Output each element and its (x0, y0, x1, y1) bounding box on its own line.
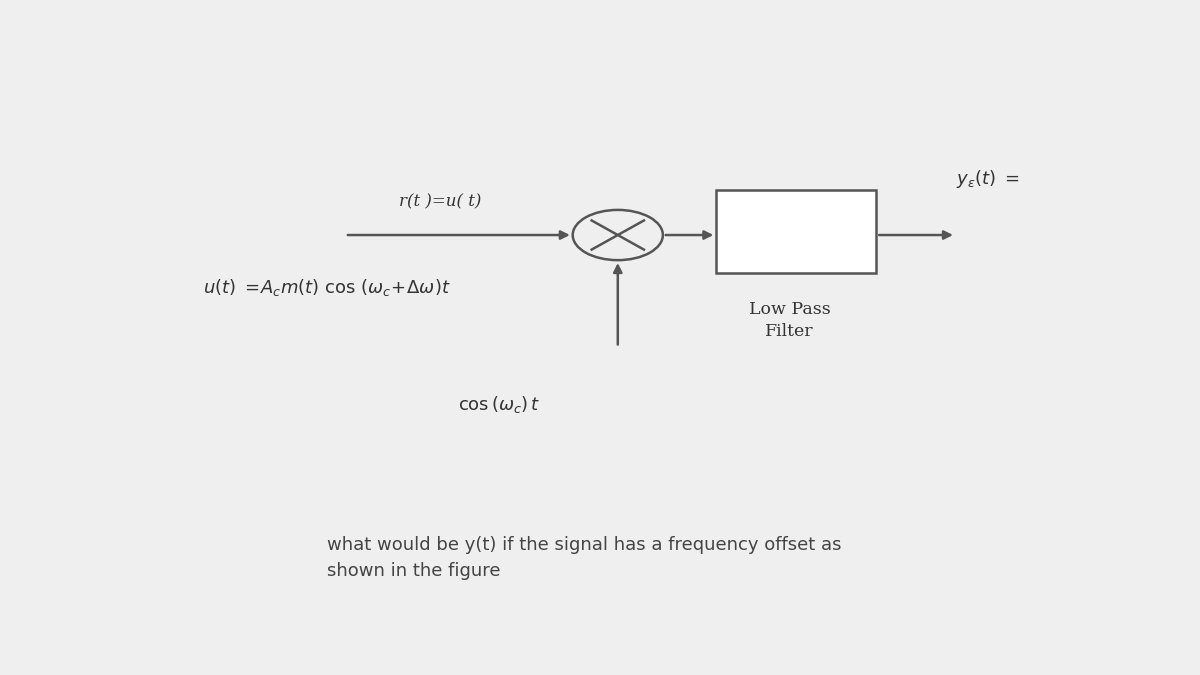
Text: $\mathregular{cos}\,(\omega_c)\,t$: $\mathregular{cos}\,(\omega_c)\,t$ (458, 394, 540, 414)
Text: LPF: LPF (774, 219, 817, 238)
Text: $u(t)\ =\!A_c m(t)\ \mathregular{cos}\ (\omega_c\!+\!\Delta\omega)t$: $u(t)\ =\!A_c m(t)\ \mathregular{cos}\ (… (203, 277, 450, 298)
Text: Low Pass
Filter: Low Pass Filter (749, 301, 830, 340)
Text: what would be y(t) if the signal has a frequency offset as
shown in the figure: what would be y(t) if the signal has a f… (328, 536, 841, 580)
FancyBboxPatch shape (716, 190, 876, 273)
Text: $y_\varepsilon(t)\ =$: $y_\varepsilon(t)\ =$ (956, 168, 1020, 190)
Text: r(t )=u( t): r(t )=u( t) (398, 194, 481, 211)
